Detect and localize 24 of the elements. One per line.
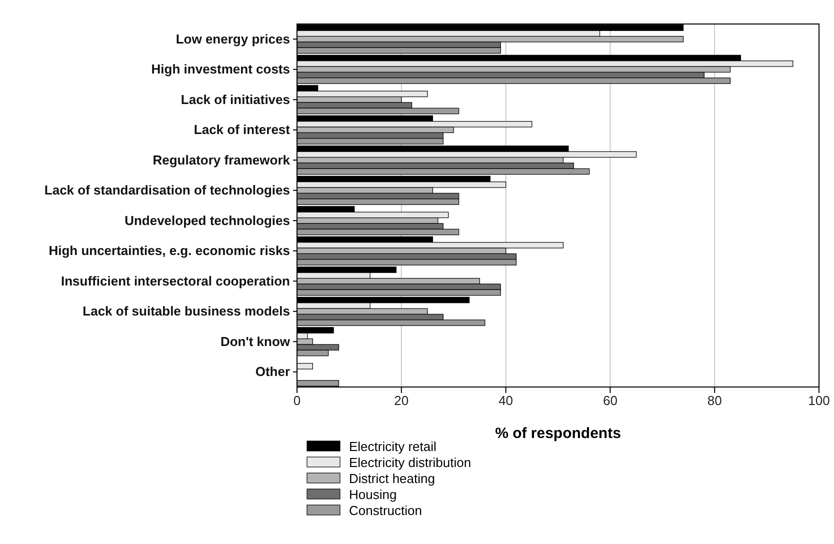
y-tick-label: High investment costs xyxy=(151,62,290,77)
y-tick-label: High uncertainties, e.g. economic risks xyxy=(48,243,290,258)
legend-label: District heating xyxy=(349,471,435,486)
legend-label: Housing xyxy=(349,487,397,502)
x-tick-label: 60 xyxy=(602,393,618,408)
y-tick-label: Low energy prices xyxy=(176,31,290,46)
y-tick-label: Don't know xyxy=(220,334,291,349)
legend-label: Construction xyxy=(349,503,422,518)
x-tick-label: 0 xyxy=(293,393,301,408)
x-axis-title: % of respondents xyxy=(495,425,621,442)
y-tick-label: Lack of standardisation of technologies xyxy=(44,182,290,198)
x-tick-label: 40 xyxy=(498,393,514,408)
y-tick-label: Lack of initiatives xyxy=(180,92,290,107)
legend-label: Electricity distribution xyxy=(349,455,472,470)
y-tick-label: Undeveloped technologies xyxy=(124,212,290,228)
y-tick-label: Regulatory framework xyxy=(152,152,291,168)
legend-label: Electricity retail xyxy=(349,439,437,454)
x-tick-label: 80 xyxy=(707,393,722,408)
y-tick-label: Lack of suitable business models xyxy=(82,304,290,319)
x-tick-label: 100 xyxy=(808,393,830,408)
x-tick-label: 20 xyxy=(394,393,409,408)
y-tick-label: Insufficient intersectoral cooperation xyxy=(61,273,290,288)
y-tick-label: Other xyxy=(255,364,290,380)
y-tick-label: Lack of interest xyxy=(194,122,291,138)
